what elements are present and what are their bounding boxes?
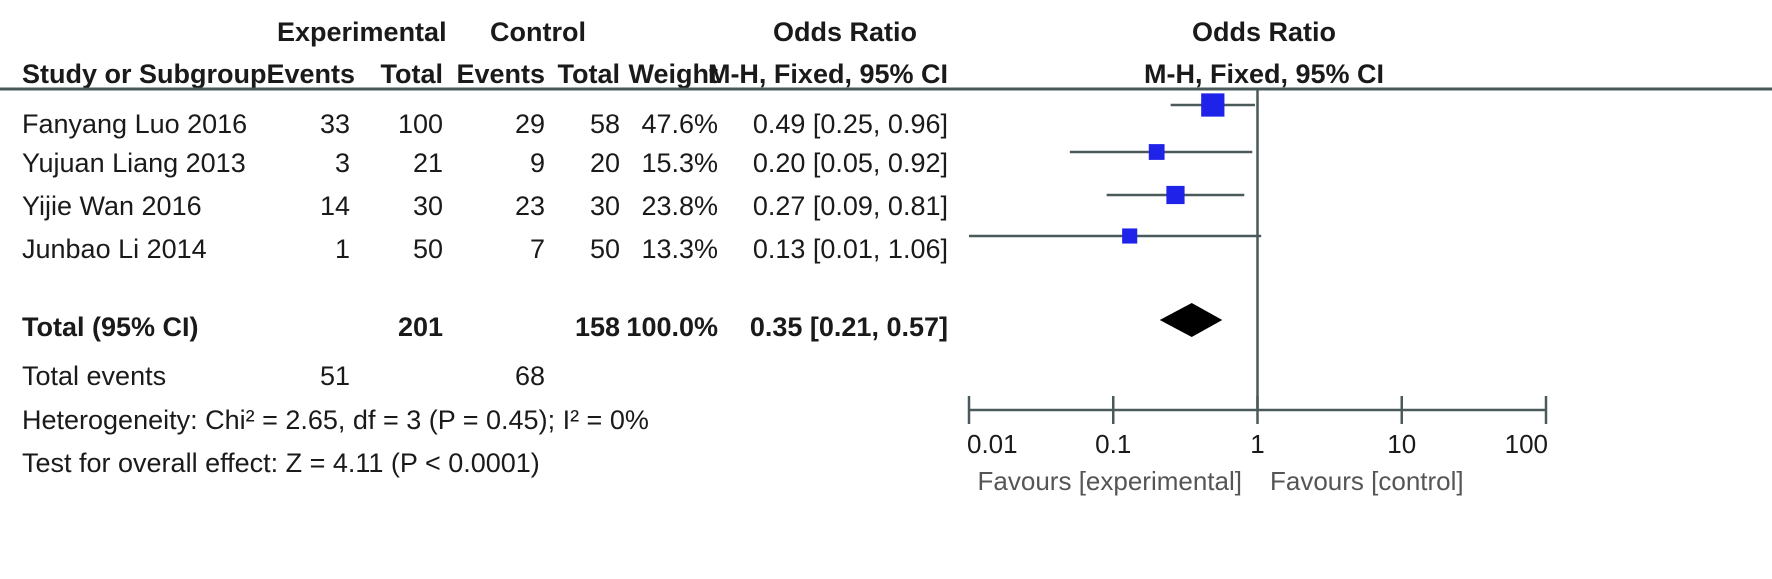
exp-total: 21 bbox=[413, 148, 443, 178]
ctl-events: 9 bbox=[530, 148, 545, 178]
total-row: Total (95% CI) 201 158 100.0% 0.35 [0.21… bbox=[22, 312, 948, 342]
header-or-title: Odds Ratio bbox=[773, 17, 917, 47]
favours-experimental-label: Favours [experimental] bbox=[978, 466, 1242, 496]
study-weight: 13.3% bbox=[641, 234, 718, 264]
exp-total: 30 bbox=[413, 191, 443, 221]
x-tick-label: 1 bbox=[1250, 429, 1264, 459]
x-tick-label: 0.1 bbox=[1095, 429, 1131, 459]
x-tick-label: 10 bbox=[1387, 429, 1416, 459]
study-weight: 23.8% bbox=[641, 191, 718, 221]
exp-events: 1 bbox=[335, 234, 350, 264]
study-row: Yijie Wan 2016 14 30 23 30 23.8% 0.27 [0… bbox=[22, 191, 948, 221]
study-marker bbox=[1166, 185, 1185, 205]
total-ctl-total: 158 bbox=[575, 312, 620, 342]
study-weight: 47.6% bbox=[641, 109, 718, 139]
total-events-exp: 51 bbox=[320, 361, 350, 391]
x-tick-label: 100 bbox=[1505, 429, 1548, 459]
ctl-events: 29 bbox=[515, 109, 545, 139]
study-name: Yujuan Liang 2013 bbox=[22, 148, 246, 178]
study-name: Fanyang Luo 2016 bbox=[22, 109, 247, 139]
study-name: Junbao Li 2014 bbox=[22, 234, 207, 264]
plot-ci-lines bbox=[969, 89, 1262, 410]
ctl-total: 20 bbox=[590, 148, 620, 178]
header-exp-events: Events bbox=[266, 59, 355, 89]
ctl-events: 23 bbox=[515, 191, 545, 221]
exp-events: 33 bbox=[320, 109, 350, 139]
header-study-col: Study or Subgroup bbox=[22, 59, 266, 89]
plot-markers bbox=[1122, 93, 1225, 337]
exp-total: 50 bbox=[413, 234, 443, 264]
study-or-ci: 0.27 [0.09, 0.81] bbox=[753, 191, 948, 221]
header-or-method: M-H, Fixed, 95% CI bbox=[708, 59, 948, 89]
plot-axis: 0.01 0.1 1 10 100 bbox=[967, 396, 1548, 459]
exp-total: 100 bbox=[398, 109, 443, 139]
total-label: Total (95% CI) bbox=[22, 312, 199, 342]
ctl-events: 7 bbox=[530, 234, 545, 264]
header-exp-total: Total bbox=[381, 59, 444, 89]
exp-events: 14 bbox=[320, 191, 350, 221]
header-ctl-events: Events bbox=[456, 59, 545, 89]
study-or-ci: 0.49 [0.25, 0.96] bbox=[753, 109, 948, 139]
study-row: Yujuan Liang 2013 3 21 9 20 15.3% 0.20 [… bbox=[22, 148, 948, 178]
summary-diamond bbox=[1159, 303, 1223, 337]
exp-events: 3 bbox=[335, 148, 350, 178]
ctl-total: 58 bbox=[590, 109, 620, 139]
study-marker bbox=[1148, 144, 1165, 160]
total-or-ci: 0.35 [0.21, 0.57] bbox=[750, 312, 948, 342]
header-weight: Weight bbox=[629, 59, 719, 89]
study-row: Junbao Li 2014 1 50 7 50 13.3% 0.13 [0.0… bbox=[22, 234, 948, 264]
header-plot-method: M-H, Fixed, 95% CI bbox=[1144, 59, 1384, 89]
total-weight: 100.0% bbox=[626, 312, 718, 342]
header-plot-title: Odds Ratio bbox=[1192, 17, 1336, 47]
study-marker bbox=[1122, 228, 1138, 244]
study-weight: 15.3% bbox=[641, 148, 718, 178]
header-ctl-total: Total bbox=[558, 59, 621, 89]
overall-effect-text: Test for overall effect: Z = 4.11 (P < 0… bbox=[22, 448, 540, 478]
study-row: Fanyang Luo 2016 33 100 29 58 47.6% 0.49… bbox=[22, 109, 948, 139]
total-events-row: Total events 51 68 bbox=[22, 361, 545, 391]
total-exp-total: 201 bbox=[398, 312, 443, 342]
study-marker bbox=[1201, 93, 1225, 117]
total-events-ctl: 68 bbox=[515, 361, 545, 391]
favours-control-label: Favours [control] bbox=[1270, 466, 1464, 496]
total-events-label: Total events bbox=[22, 361, 166, 391]
study-name: Yijie Wan 2016 bbox=[22, 191, 202, 221]
study-or-ci: 0.20 [0.05, 0.92] bbox=[753, 148, 948, 178]
heterogeneity-text: Heterogeneity: Chi² = 2.65, df = 3 (P = … bbox=[22, 405, 649, 435]
ctl-total: 50 bbox=[590, 234, 620, 264]
header-experimental: Experimental bbox=[277, 17, 447, 47]
ctl-total: 30 bbox=[590, 191, 620, 221]
x-tick-label: 0.01 bbox=[967, 429, 1018, 459]
header-control: Control bbox=[490, 17, 586, 47]
study-or-ci: 0.13 [0.01, 1.06] bbox=[753, 234, 948, 264]
